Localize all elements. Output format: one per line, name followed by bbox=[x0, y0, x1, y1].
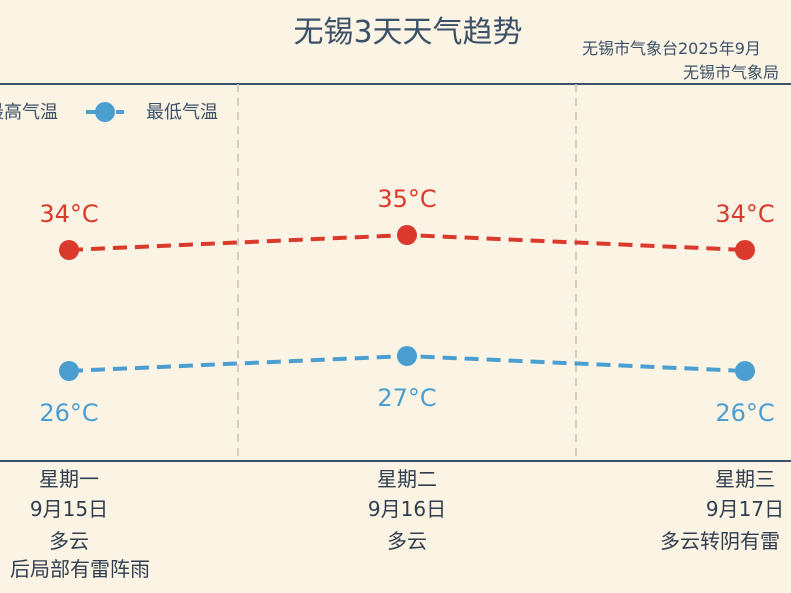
high-temp-label-tue: 35°C bbox=[377, 185, 436, 213]
weather-extra-label-mon: 后局部有雷阵雨 bbox=[10, 557, 150, 581]
day-label-wed: 星期三 bbox=[715, 467, 775, 491]
low-temp-point-wed bbox=[735, 361, 755, 381]
legend: 最高气温 最低气温 bbox=[0, 102, 218, 123]
high-temp-label-wed: 34°C bbox=[715, 200, 774, 228]
chart-subtitle-line1: 无锡市气象台2025年9月 bbox=[582, 39, 761, 58]
low-temp-label-tue: 27°C bbox=[377, 384, 436, 412]
chart-subtitle-line2: 无锡市气象局 bbox=[683, 63, 779, 82]
low-temp-label-mon: 26°C bbox=[39, 399, 98, 427]
date-label-tue: 9月16日 bbox=[368, 497, 446, 521]
low-temp-point-mon bbox=[59, 361, 79, 381]
x-axis-labels: 星期一 9月15日 多云 后局部有雷阵雨 星期二 9月16日 多云 星期三 9月… bbox=[10, 467, 784, 581]
legend-label-low: 最低气温 bbox=[146, 102, 218, 123]
low-temp-label-wed: 26°C bbox=[715, 399, 774, 427]
high-temp-point-wed bbox=[735, 240, 755, 260]
series-low-temperature: 26°C 27°C 26°C bbox=[39, 346, 775, 427]
high-temp-label-mon: 34°C bbox=[39, 200, 98, 228]
date-label-wed: 9月17日 bbox=[706, 497, 784, 521]
chart-title: 无锡3天天气趋势 bbox=[293, 15, 522, 50]
weather-label-wed: 多云转阴有雷 bbox=[660, 529, 780, 553]
date-label-mon: 9月15日 bbox=[30, 497, 108, 521]
high-temp-point-mon bbox=[59, 240, 79, 260]
legend-marker-low bbox=[95, 102, 115, 122]
series-high-temperature: 34°C 35°C 34°C bbox=[39, 185, 775, 260]
high-temp-point-tue bbox=[397, 225, 417, 245]
weather-label-tue: 多云 bbox=[387, 529, 427, 553]
legend-label-high: 最高气温 bbox=[0, 102, 58, 123]
day-label-tue: 星期二 bbox=[377, 467, 437, 491]
low-temp-point-tue bbox=[397, 346, 417, 366]
day-label-mon: 星期一 bbox=[39, 467, 99, 491]
weather-label-mon: 多云 bbox=[49, 529, 89, 553]
